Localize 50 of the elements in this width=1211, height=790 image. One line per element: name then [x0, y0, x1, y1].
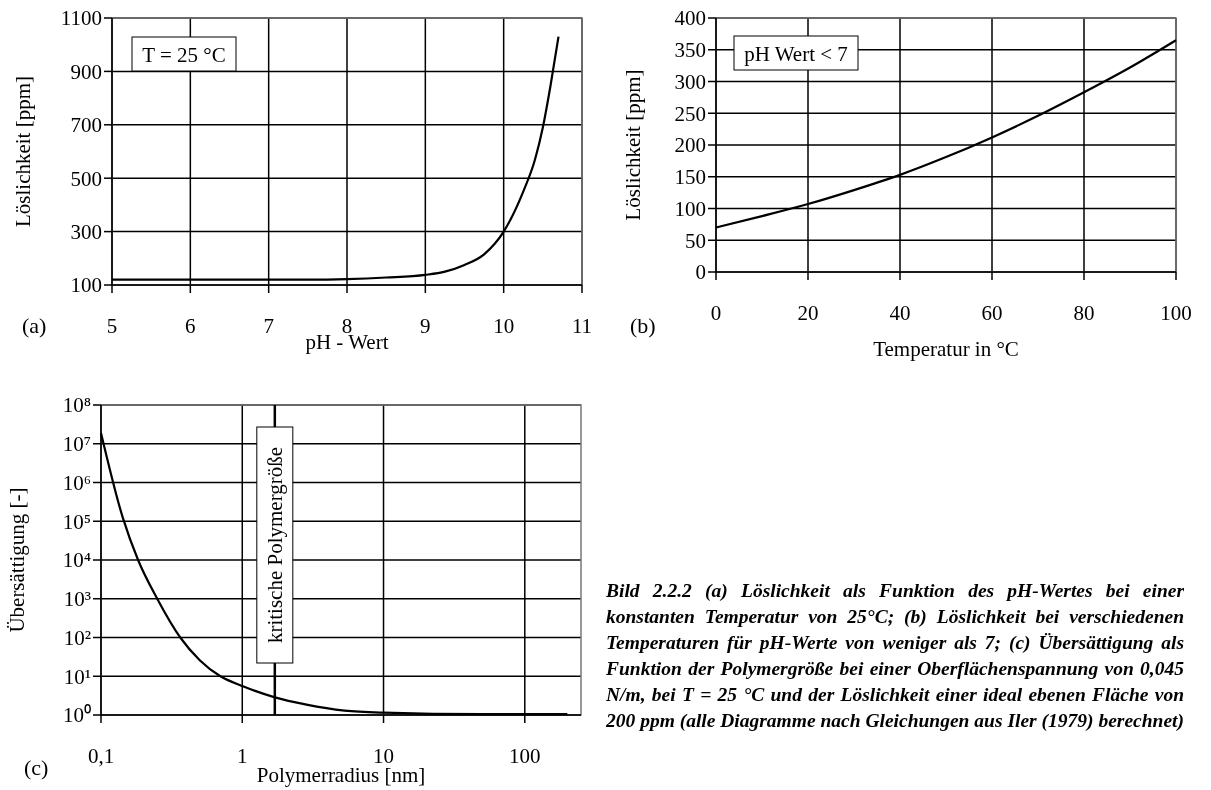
x-tick-label: 7 — [263, 314, 274, 338]
annotation: T = 25 °C — [142, 43, 226, 67]
x-tick-label: 10 — [493, 314, 515, 338]
x-tick-label: 1 — [237, 744, 248, 768]
x-tick-label: 11 — [571, 314, 593, 338]
x-tick-label: 60 — [981, 301, 1003, 325]
y-tick-label: 10⁴ — [62, 548, 91, 573]
x-tick-label: 80 — [1073, 301, 1095, 325]
y-tick-label: 10¹ — [63, 664, 91, 689]
y-tick-label: 300 — [674, 69, 706, 94]
x-tick-label: 9 — [420, 314, 431, 338]
ref-line-label: kritische Polymergröße — [262, 446, 287, 644]
x-axis-title: Temperatur in °C — [873, 337, 1019, 361]
text: Bild 2.2.2 (a) Löslichkeit als Funktion des pH-Wertes bei einer konstanten Temperatur von 25°C; (b) Löslichkeit bei verschiedenen Temperaturen für pH-Werte von weniger als 7; (c) Übersättigung als Funktion der Polymergröße bei einer Oberflächenspannung von 0,045 N/m, bei T = 25 °C und der Löslichkeit einer ideal ebenen Fläche von 200 ppm (alle Diagramme nach Gleichungen aus Iler (1979) berechnet) — [606, 579, 1184, 733]
y-tick-label: 10⁰ — [63, 703, 91, 728]
x-tick-label: 0 — [710, 301, 722, 325]
y-tick-label: 0 — [695, 260, 706, 285]
y-tick-label: 400 — [674, 6, 706, 31]
x-tick-label: 20 — [797, 301, 819, 325]
y-tick-label: 10⁸ — [62, 393, 91, 418]
text: (c) — [24, 755, 49, 780]
y-tick-label: 100 — [674, 196, 706, 221]
y-tick-label: 300 — [70, 219, 102, 244]
x-tick-label: 5 — [106, 314, 118, 338]
y-axis-title: Löslichkeit [ppm] — [11, 75, 35, 228]
x-tick-label: 0,1 — [87, 744, 115, 768]
x-tick-label: 100 — [509, 744, 541, 768]
y-tick-label: 100 — [70, 273, 102, 298]
y-tick-label: 10⁶ — [62, 470, 91, 495]
y-tick-label: 200 — [674, 133, 706, 158]
y-tick-label: 150 — [674, 165, 706, 190]
x-tick-label: 40 — [889, 301, 911, 325]
y-tick-label: 10⁷ — [62, 432, 91, 457]
y-tick-label: 10² — [63, 625, 91, 650]
y-axis-title: Löslichkeit [ppm] — [621, 69, 645, 221]
text: (a) — [22, 313, 47, 338]
y-axis-title: Übersättigung [-] — [5, 487, 29, 633]
text: (b) — [630, 313, 656, 338]
x-tick-label: 100 — [1160, 301, 1192, 325]
y-tick-label: 900 — [70, 59, 102, 84]
y-tick-label: 250 — [674, 101, 706, 126]
x-tick-label: 6 — [185, 314, 196, 338]
y-tick-label: 500 — [70, 166, 102, 191]
y-tick-label: 10⁵ — [62, 509, 91, 534]
y-tick-label: 50 — [685, 228, 706, 253]
y-tick-label: 10³ — [63, 587, 91, 612]
y-tick-label: 700 — [70, 113, 102, 138]
y-tick-label: 350 — [674, 38, 706, 63]
y-tick-label: 1100 — [60, 6, 102, 31]
annotation: pH Wert < 7 — [744, 42, 848, 66]
